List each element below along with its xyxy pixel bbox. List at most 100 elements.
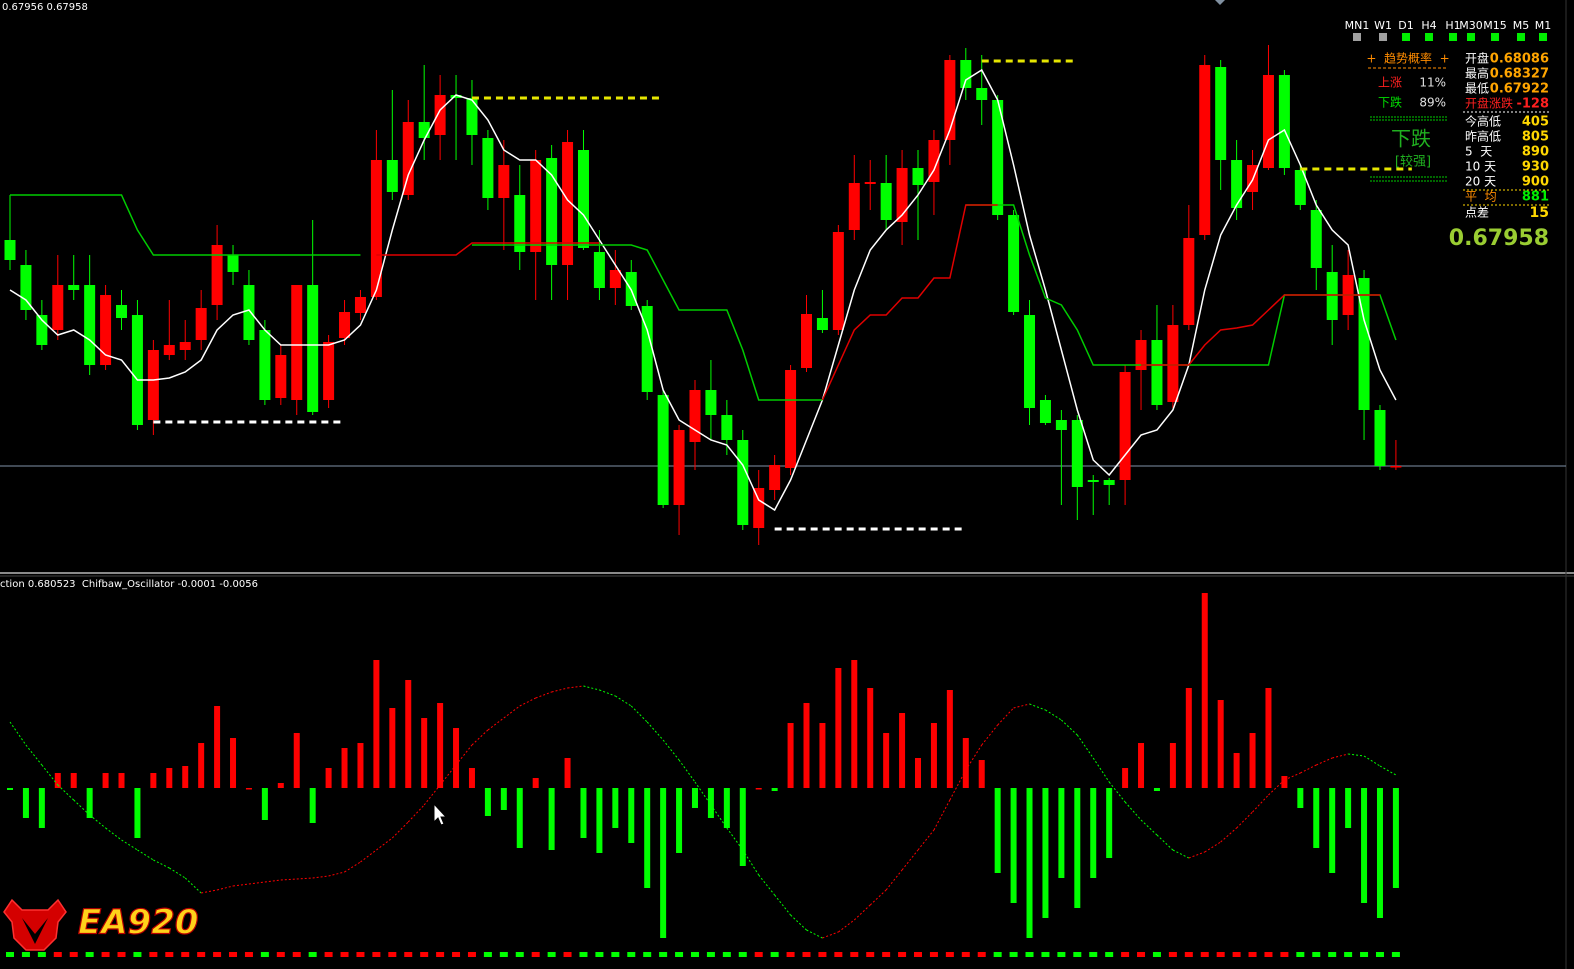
trend-dot [101,952,110,957]
signal-line [105,827,122,841]
timeframe-state [1491,33,1499,41]
signal-line [774,894,791,916]
signal-line [328,871,345,877]
candle-body [36,315,48,345]
histogram-bar [1201,593,1208,788]
histogram-bar [38,788,45,828]
mouse-cursor [433,802,448,826]
candle-body [227,255,239,272]
candle-body [1087,480,1099,482]
candle-body [1326,272,1338,320]
signal-line [885,869,903,891]
signal-line [201,889,218,894]
trend-dot [1121,952,1130,957]
trend-dot [929,952,938,957]
timeframe-button[interactable]: MN1 [1345,19,1370,32]
candle-body [100,295,112,365]
candle-body [370,160,382,297]
indicator-line [9,68,1397,512]
candle-body [1055,420,1067,430]
stat-value: 881 [1522,190,1549,205]
signal-line [280,878,297,881]
trend-dot [69,952,78,957]
histogram-bar [739,788,746,866]
trend-dot [292,952,301,957]
indicator-line [471,244,823,401]
candle-body [84,285,96,365]
candle-body [673,430,685,505]
stat-label: 5 天 [1465,145,1492,159]
candle-body [801,314,812,368]
timeframe-button[interactable]: M15 [1483,19,1507,32]
signal-line [1172,849,1190,859]
signal-line [901,849,919,871]
trend-dot [977,952,986,957]
histogram-bar [261,788,268,820]
signal-line [551,687,568,693]
trend-dot [356,952,365,957]
histogram-bar [214,706,221,788]
histogram-bar [867,688,874,788]
timeframe-button[interactable]: H4 [1421,19,1436,32]
trend-dot [21,952,30,957]
candle-body [498,165,510,198]
timeframe-button[interactable]: D1 [1398,19,1413,32]
histogram-bar [1042,788,1049,918]
signal-line [216,885,234,891]
timeframe-button[interactable]: M1 [1535,19,1552,32]
signal-line [376,837,393,851]
trend-dot [165,952,174,957]
signal-line [1204,841,1221,853]
trend-dot [229,952,238,957]
signal-line [1188,851,1205,859]
signal-line [153,859,170,869]
histogram-bar [389,708,396,788]
stat-value: 805 [1522,130,1549,145]
histogram-bar [516,788,523,848]
candle-body [896,168,908,222]
trend-dot [420,952,429,957]
histogram-bar [437,703,444,788]
candle-body [721,415,733,440]
histogram-bar [1138,743,1145,788]
trend-dot [483,952,492,957]
trend-dot [563,952,572,957]
trend-dot [1360,952,1369,957]
histogram-bar [325,768,332,788]
histogram-bar [660,788,667,938]
trend-dot [706,952,715,957]
trend-dot [6,952,14,957]
timeframe-button[interactable]: M30 [1459,19,1483,32]
candle-body [1151,340,1163,405]
histogram-bar [1106,788,1113,858]
candle-body [864,182,876,184]
trend-dot [1025,952,1034,957]
trend-dot [850,952,859,957]
indicator-line [821,204,998,401]
stat-value: 930 [1522,160,1549,175]
trend-dot [53,952,62,957]
price-chart [0,45,1566,545]
stat-label: 20 天 [1465,175,1496,189]
signal-line [344,861,361,873]
histogram-bar [357,743,364,788]
stat-label: 开盘涨跌 [1465,96,1513,111]
timeframe-state [1402,33,1410,41]
histogram-bar [118,773,125,788]
timeframe-button[interactable]: M5 [1513,19,1530,32]
signal-line [583,685,600,691]
trend-dot [675,952,684,957]
trend-dot [786,952,795,957]
timeframe-button[interactable]: W1 [1374,19,1392,32]
candle-body [960,60,972,88]
timeframe-button[interactable]: H1 [1445,19,1460,32]
trend-dot [372,952,381,957]
signal-line [264,879,281,883]
timeframe-state [1425,33,1433,41]
histogram-bar [930,723,937,788]
signal-line [487,717,505,731]
histogram-bar [835,668,842,788]
trend-dot [993,952,1002,957]
candle-body [689,390,701,442]
signal-line [1348,753,1365,757]
